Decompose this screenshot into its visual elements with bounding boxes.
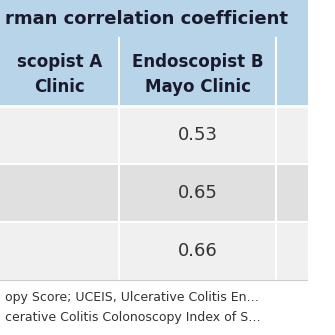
Bar — [0, 0, 308, 38]
Bar — [0, 280, 308, 335]
Text: rman correlation coefficient: rman correlation coefficient — [5, 10, 287, 28]
Text: Clinic: Clinic — [35, 78, 85, 96]
Text: cerative Colitis Colonoscopy Index of S…: cerative Colitis Colonoscopy Index of S… — [5, 312, 260, 325]
Text: opy Score; UCEIS, Ulcerative Colitis En…: opy Score; UCEIS, Ulcerative Colitis En… — [5, 291, 259, 305]
Bar — [0, 106, 119, 164]
Bar — [0, 164, 119, 222]
Bar — [276, 222, 308, 280]
Text: 0.65: 0.65 — [178, 184, 217, 202]
Bar — [276, 164, 308, 222]
Text: Endoscopist B: Endoscopist B — [132, 53, 263, 71]
Bar — [0, 38, 308, 106]
Bar — [119, 164, 276, 222]
Text: 0.66: 0.66 — [178, 242, 217, 260]
Bar — [119, 222, 276, 280]
Bar — [276, 106, 308, 164]
Text: scopist A: scopist A — [17, 53, 102, 71]
Bar — [119, 106, 276, 164]
Text: Mayo Clinic: Mayo Clinic — [144, 78, 251, 96]
Text: 0.53: 0.53 — [178, 126, 217, 144]
Bar — [0, 222, 119, 280]
